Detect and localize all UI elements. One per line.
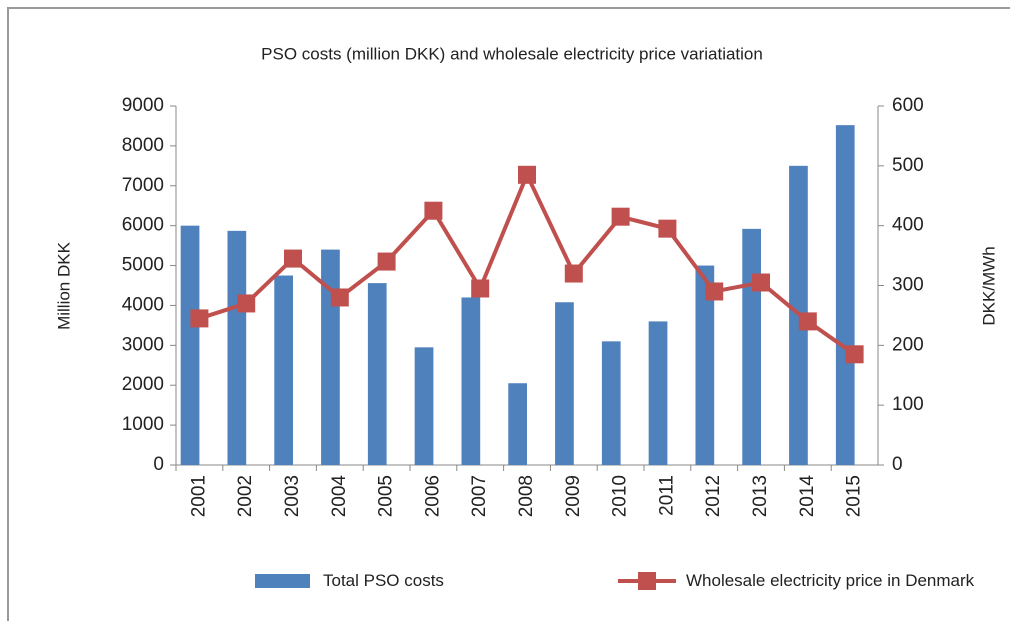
bar bbox=[835, 125, 855, 465]
marker bbox=[190, 309, 209, 328]
marker bbox=[377, 252, 396, 271]
y-tick-label: 3000 bbox=[122, 334, 164, 355]
y2-tick-label: 300 bbox=[892, 275, 924, 296]
bar bbox=[555, 302, 574, 465]
x-tick-label: 2012 bbox=[703, 475, 724, 517]
y-tick-label: 7000 bbox=[122, 175, 164, 196]
x-tick-label: 2001 bbox=[188, 475, 209, 517]
bar bbox=[508, 383, 527, 465]
y-tick-label: 2000 bbox=[122, 374, 164, 395]
x-tick-label: 2009 bbox=[563, 475, 584, 517]
x-tick-label: 2003 bbox=[282, 475, 303, 517]
y-tick-label: 0 bbox=[153, 454, 164, 475]
marker bbox=[330, 288, 349, 307]
legend-marker bbox=[638, 572, 656, 590]
marker bbox=[471, 279, 490, 298]
y-tick-label: 6000 bbox=[122, 215, 164, 236]
legend-item: Total PSO costs bbox=[255, 570, 613, 592]
chart-title: PSO costs (million DKK) and wholesale el… bbox=[261, 44, 763, 63]
y2-axis-title: DKK/MWh bbox=[979, 246, 998, 325]
marker bbox=[611, 207, 630, 226]
y-tick-label: 1000 bbox=[122, 414, 164, 435]
marker bbox=[284, 249, 302, 268]
marker bbox=[798, 312, 817, 331]
bar bbox=[367, 283, 387, 465]
marker bbox=[705, 282, 724, 301]
bar bbox=[180, 225, 200, 465]
x-tick-label: 2010 bbox=[610, 475, 631, 517]
marker bbox=[658, 219, 677, 238]
y-tick-label: 4000 bbox=[122, 294, 164, 315]
x-tick-label: 2005 bbox=[376, 475, 397, 517]
y2-tick-label: 500 bbox=[892, 155, 924, 176]
bar bbox=[461, 297, 481, 465]
y-tick-label: 9000 bbox=[122, 95, 164, 116]
y2-tick-label: 100 bbox=[892, 394, 924, 415]
marker bbox=[424, 201, 443, 220]
marker bbox=[564, 264, 583, 283]
y-tick-label: 5000 bbox=[122, 255, 164, 276]
marker bbox=[518, 165, 536, 184]
x-tick-label: 2002 bbox=[235, 475, 256, 517]
legend-label: Wholesale electricity price in Denmark bbox=[686, 571, 975, 590]
legend-label: Total PSO costs bbox=[323, 571, 444, 590]
x-tick-label: 2014 bbox=[797, 475, 818, 518]
bar bbox=[695, 265, 715, 465]
legend-key bbox=[618, 572, 676, 590]
y2-tick-label: 600 bbox=[892, 95, 924, 116]
marker bbox=[237, 294, 256, 313]
bar bbox=[601, 341, 621, 465]
bar bbox=[227, 230, 247, 465]
marker bbox=[752, 273, 770, 292]
x-tick-label: 2006 bbox=[422, 475, 443, 517]
x-tick-label: 2013 bbox=[750, 475, 771, 517]
x-tick-label: 2004 bbox=[329, 475, 350, 518]
legend-swatch bbox=[255, 574, 310, 588]
y2-tick-label: 0 bbox=[892, 454, 903, 475]
marker bbox=[845, 345, 864, 364]
y-tick-label: 8000 bbox=[122, 135, 164, 156]
bar bbox=[274, 275, 293, 465]
y-axis-title: Million DKK bbox=[54, 241, 73, 330]
y2-tick-label: 400 bbox=[892, 215, 924, 236]
legend-item: Wholesale electricity price in Denmark bbox=[618, 570, 976, 592]
legend-key bbox=[255, 574, 310, 588]
bar bbox=[414, 347, 434, 465]
x-tick-label: 2015 bbox=[844, 475, 865, 517]
x-tick-label: 2008 bbox=[516, 475, 537, 517]
frame bbox=[7, 7, 1010, 626]
y2-tick-label: 200 bbox=[892, 334, 924, 355]
bar bbox=[742, 228, 761, 465]
x-tick-label: 2007 bbox=[469, 475, 490, 517]
bar bbox=[648, 321, 668, 465]
x-tick-label: 2011 bbox=[656, 475, 677, 516]
